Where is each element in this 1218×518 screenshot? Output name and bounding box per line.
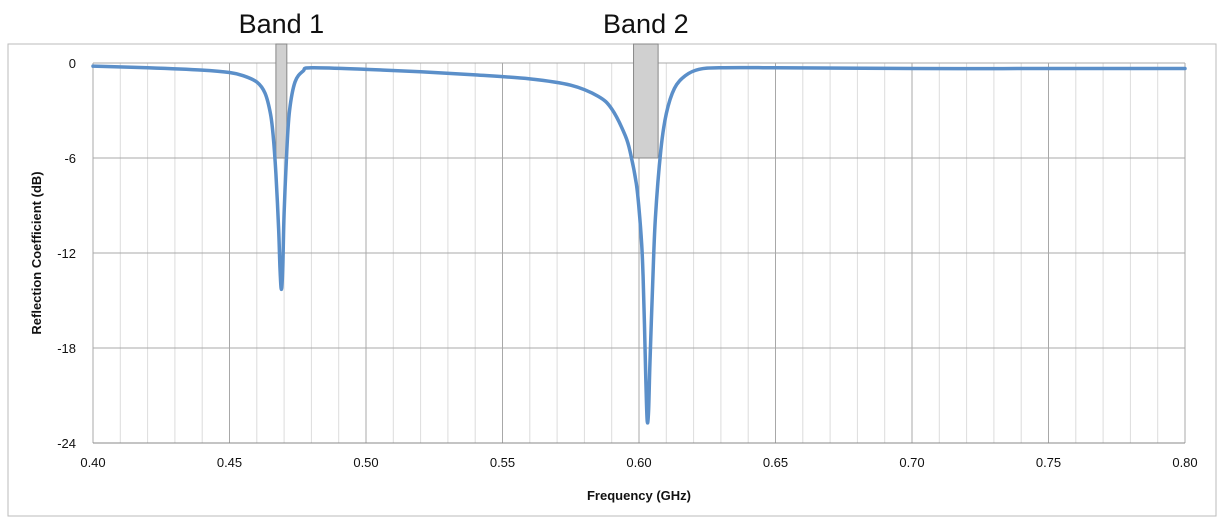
x-axis-title: Frequency (GHz) xyxy=(587,488,691,503)
band-2-region xyxy=(633,43,659,159)
x-tick-label: 0.70 xyxy=(899,455,924,470)
series-line xyxy=(91,64,1187,425)
y-axis-title: Reflection Coefficient (dB) xyxy=(29,171,44,334)
band-1-region xyxy=(275,43,288,159)
x-tick-label: 0.60 xyxy=(626,455,651,470)
band-2-label: Band 2 xyxy=(603,9,689,39)
x-tick-label: 0.65 xyxy=(763,455,788,470)
x-tick-label: 0.45 xyxy=(217,455,242,470)
y-tick-label: -24 xyxy=(57,436,76,451)
x-tick-label: 0.55 xyxy=(490,455,515,470)
y-tick-label: -6 xyxy=(64,151,76,166)
y-tick-label: -18 xyxy=(57,341,76,356)
x-tick-label: 0.40 xyxy=(80,455,105,470)
y-tick-label: 0 xyxy=(69,56,76,71)
chart-border xyxy=(7,43,1217,517)
x-tick-label: 0.50 xyxy=(353,455,378,470)
frequency-bands: Band 1 Band 2 xyxy=(239,9,689,159)
band-1-label: Band 1 xyxy=(239,9,325,39)
y-tick-labels: 0 -6 -12 -18 -24 xyxy=(57,56,76,451)
x-tick-labels: 0.40 0.45 0.50 0.55 0.60 0.65 0.70 0.75 0.80 xyxy=(80,455,1197,470)
x-tick-label: 0.80 xyxy=(1172,455,1197,470)
x-tick-label: 0.75 xyxy=(1036,455,1061,470)
y-tick-label: -12 xyxy=(57,246,76,261)
